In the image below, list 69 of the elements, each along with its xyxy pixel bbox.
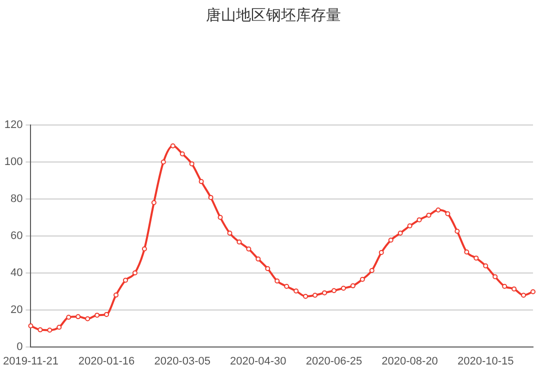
- point: [322, 290, 328, 296]
- point: [236, 240, 242, 244]
- point: [407, 223, 412, 228]
- point: [227, 230, 232, 236]
- x-tick-label: 2020-06-25: [306, 355, 362, 368]
- x-tick-label: 2020-04-30: [230, 355, 286, 368]
- point: [246, 246, 252, 252]
- point: [350, 283, 356, 288]
- point: [218, 214, 223, 220]
- point: [445, 211, 450, 216]
- point: [530, 289, 536, 294]
- y-tick-label: 20: [10, 304, 23, 316]
- point: [265, 266, 270, 272]
- point: [28, 323, 34, 328]
- point: [256, 256, 261, 262]
- point: [122, 278, 128, 283]
- point: [492, 274, 498, 280]
- point: [331, 288, 336, 294]
- point: [85, 316, 90, 322]
- point: [189, 161, 194, 166]
- point: [132, 270, 138, 276]
- point: [454, 228, 460, 234]
- point: [369, 268, 374, 273]
- chart-title: 唐山地区钢坯库存量: [205, 6, 342, 25]
- x-tick-label: 2020-03-05: [154, 355, 210, 368]
- point: [114, 292, 119, 298]
- point: [303, 294, 308, 299]
- point: [436, 208, 441, 213]
- x-tick-label: 2020-10-15: [457, 355, 514, 368]
- point: [38, 327, 43, 332]
- point: [426, 212, 432, 218]
- point: [483, 263, 488, 268]
- point: [66, 314, 72, 320]
- point: [142, 246, 147, 252]
- point: [512, 286, 517, 292]
- y-tick-label: 80: [10, 192, 23, 205]
- x-tick-label: 2020-01-16: [78, 355, 135, 368]
- y-tick-label: 0: [16, 340, 23, 353]
- point: [474, 256, 479, 261]
- point: [274, 278, 280, 284]
- point: [160, 159, 166, 164]
- point: [378, 250, 384, 256]
- point: [294, 288, 299, 294]
- point: [151, 200, 156, 206]
- x-tick-label: 2020-08-20: [382, 355, 438, 368]
- point: [56, 324, 62, 330]
- point: [502, 284, 508, 289]
- y-tick-label: 60: [10, 230, 23, 242]
- point: [170, 143, 176, 148]
- point: [340, 286, 346, 291]
- point: [398, 230, 403, 236]
- point: [180, 151, 185, 156]
- x-tick-label: 2019-11-21: [3, 355, 58, 368]
- point: [416, 217, 422, 222]
- point: [312, 292, 318, 298]
- y-tick-label: 100: [4, 156, 23, 168]
- point: [464, 249, 470, 254]
- point: [76, 314, 81, 320]
- point: [208, 194, 214, 200]
- point: [388, 238, 394, 243]
- point: [198, 179, 204, 184]
- point: [521, 292, 526, 298]
- point: [104, 312, 110, 317]
- point: [47, 328, 52, 333]
- point: [284, 284, 290, 289]
- point: [94, 312, 100, 318]
- y-tick-label: 40: [10, 266, 23, 279]
- y-tick-label: 120: [4, 119, 23, 132]
- point: [360, 276, 365, 282]
